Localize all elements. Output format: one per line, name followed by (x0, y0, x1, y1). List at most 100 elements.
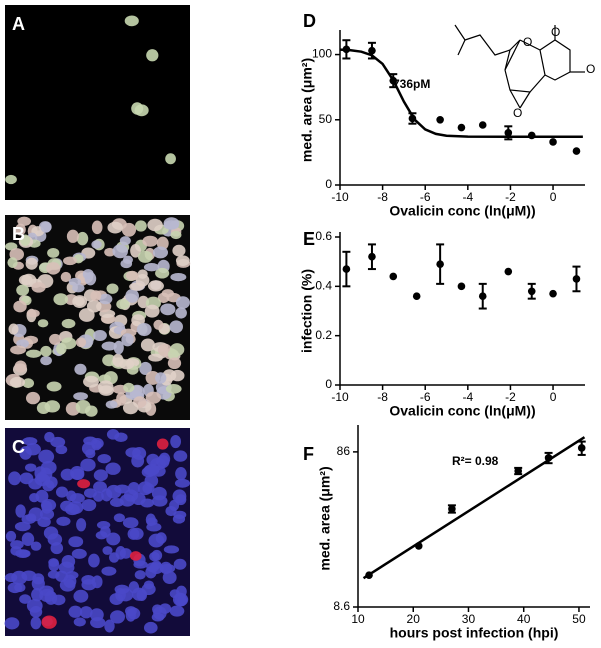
cell (148, 353, 163, 362)
cell (90, 617, 106, 629)
x-tick-label: 10 (351, 612, 365, 626)
data-point (342, 45, 351, 54)
cell (69, 493, 85, 504)
cell (146, 49, 159, 62)
cell (40, 460, 57, 475)
panel-label: D (303, 11, 316, 31)
cell (8, 323, 19, 335)
cell (66, 229, 79, 243)
cell (144, 304, 160, 318)
cell (169, 605, 185, 617)
cell (146, 562, 159, 573)
cell (169, 499, 180, 511)
cell (76, 231, 89, 246)
cell (121, 222, 137, 237)
cell (56, 516, 71, 526)
cell (143, 580, 155, 590)
cell (13, 300, 27, 313)
cell (18, 274, 33, 286)
fit-line (339, 48, 583, 138)
cell (100, 526, 111, 538)
cell (71, 548, 87, 559)
x-tick-label: 0 (550, 190, 557, 204)
cell (24, 463, 37, 472)
cell (145, 391, 162, 404)
cell (21, 570, 37, 581)
cell (165, 384, 182, 394)
data-point (577, 444, 586, 452)
cell (147, 218, 163, 232)
cell (134, 570, 146, 580)
data-point (549, 138, 557, 146)
cell (125, 288, 140, 303)
cell (70, 465, 85, 480)
cell (175, 296, 190, 309)
cell (30, 541, 42, 551)
cell (39, 508, 55, 520)
cell (112, 244, 129, 259)
x-axis-label: Ovalicin conc (ln(μM)) (389, 203, 535, 219)
cell (176, 594, 188, 607)
cell (49, 333, 62, 345)
cell (40, 345, 52, 357)
cell (169, 589, 180, 599)
cell (35, 489, 49, 503)
cell (160, 303, 176, 316)
cell (115, 546, 126, 560)
annotation: 736pM (393, 77, 430, 91)
cell (105, 400, 118, 409)
cell (147, 280, 164, 292)
cell (135, 220, 147, 232)
cell (170, 230, 182, 240)
cell (83, 375, 99, 388)
cell (175, 307, 187, 319)
cell (106, 532, 121, 546)
cell (155, 372, 167, 384)
cell (104, 619, 115, 633)
cell (106, 283, 119, 294)
y-tick-label: 0 (325, 377, 332, 391)
cell (131, 454, 145, 468)
cell (40, 355, 52, 366)
data-point (478, 292, 487, 301)
cell (26, 598, 43, 613)
cell (47, 247, 60, 258)
cell (18, 549, 30, 558)
cell (174, 478, 191, 488)
cell (59, 578, 76, 592)
cell (73, 617, 86, 627)
cell (169, 320, 183, 334)
cell (152, 246, 169, 259)
data-point (436, 115, 444, 124)
cell (150, 457, 167, 471)
cell (90, 290, 102, 302)
cell (31, 282, 46, 293)
data-point (389, 272, 398, 281)
data-point (436, 260, 444, 268)
cell (93, 469, 108, 482)
x-tick-label: -6 (420, 390, 431, 404)
cell (25, 443, 41, 456)
x-axis-label: Ovalicin conc (ln(μM)) (389, 403, 535, 419)
cell (143, 621, 158, 634)
cell (162, 570, 177, 584)
cell (97, 453, 111, 464)
micrographs: A B C (4, 5, 191, 636)
chemical-structure: O O O O (454, 24, 595, 120)
cell (10, 345, 26, 355)
cell (136, 322, 152, 337)
cell (113, 340, 124, 355)
cell (119, 236, 131, 246)
cell (119, 359, 135, 370)
data-point (527, 287, 536, 296)
cell (152, 604, 163, 615)
cell (172, 514, 186, 524)
cell (142, 235, 158, 247)
cell (129, 282, 145, 291)
cell (91, 220, 103, 235)
cell (67, 501, 84, 515)
data-point (514, 467, 522, 475)
cell (68, 605, 83, 618)
cell (5, 174, 17, 185)
cell (50, 436, 66, 448)
